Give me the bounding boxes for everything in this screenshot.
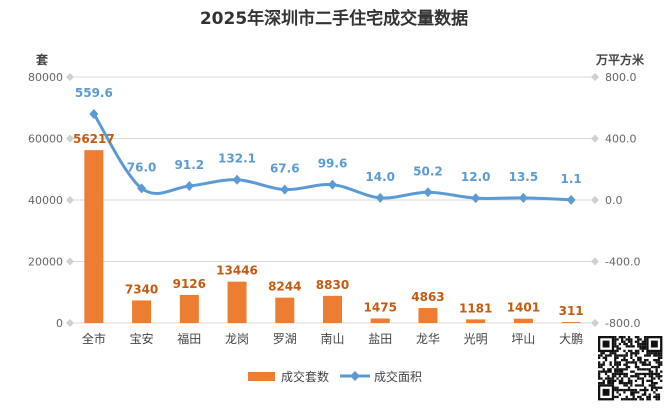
bar-value-label: 4863 [411, 290, 444, 304]
line-value-label: 12.0 [461, 170, 491, 184]
bar-value-label: 1181 [459, 301, 492, 315]
left-tick-marker [66, 257, 74, 266]
category-label: 盐田 [368, 332, 392, 346]
line-value-label: 67.6 [270, 162, 300, 176]
line-marker [137, 183, 147, 194]
category-label: 罗湖 [273, 331, 297, 346]
legend-line-marker [350, 371, 360, 381]
right-tick-label: 0.0 [605, 194, 623, 207]
left-axis-label: 套 [35, 52, 49, 67]
bar-value-label: 13446 [216, 264, 258, 278]
left-tick-label: 0 [56, 317, 63, 330]
legend-bar-label: 成交套数 [281, 369, 329, 384]
right-tick-marker [591, 73, 599, 81]
right-tick-marker [591, 196, 599, 204]
left-tick-marker [66, 134, 74, 143]
bar [466, 319, 486, 323]
left-tick-label: 80000 [28, 71, 63, 84]
bar [84, 150, 104, 323]
bar [513, 318, 533, 323]
line-value-label: 99.6 [318, 157, 348, 171]
line-marker [518, 192, 528, 203]
bar [227, 281, 247, 323]
line-marker [423, 187, 433, 198]
category-label: 龙岗 [225, 332, 249, 346]
left-tick-marker [66, 73, 74, 81]
line-marker [566, 194, 576, 205]
right-tick-label: -800.0 [605, 317, 640, 330]
line-value-label: 13.5 [509, 170, 539, 184]
left-tick-label: 40000 [28, 194, 63, 207]
line-marker [375, 192, 385, 203]
legend-bar-swatch [248, 372, 275, 381]
left-tick-marker [66, 319, 74, 327]
line-marker [232, 174, 242, 185]
bar-value-label: 8244 [268, 280, 301, 294]
bar [561, 322, 581, 323]
left-tick-label: 60000 [28, 133, 63, 146]
category-label: 龙华 [416, 332, 440, 346]
line-value-label: 559.6 [75, 86, 113, 100]
bar [179, 294, 199, 323]
right-tick-label: -400.0 [605, 256, 640, 269]
category-label: 全市 [82, 331, 106, 346]
line-value-label: 91.2 [175, 158, 205, 172]
bar-value-label: 7340 [125, 282, 158, 296]
line-value-label: 14.0 [365, 170, 395, 184]
category-label: 光明 [464, 332, 488, 346]
line-marker [471, 193, 481, 204]
left-tick-label: 20000 [28, 256, 63, 269]
right-tick-label: 800.0 [605, 71, 637, 84]
chart-title: 2025年深圳市二手住宅成交量数据 [200, 8, 468, 29]
right-tick-marker [591, 134, 599, 143]
right-tick-marker [591, 257, 599, 266]
bar [132, 300, 152, 323]
line-value-label: 132.1 [218, 152, 256, 166]
line-value-label: 76.0 [127, 160, 157, 174]
category-label: 南山 [320, 331, 344, 346]
bar [418, 308, 438, 323]
legend-line-label: 成交面积 [374, 369, 422, 384]
line-marker [89, 108, 99, 119]
bar-value-label: 56217 [73, 132, 115, 146]
category-label: 大鹏 [559, 332, 583, 346]
left-tick-marker [66, 196, 74, 204]
line-value-label: 1.1 [561, 172, 582, 186]
category-label: 福田 [177, 331, 201, 346]
line-marker [280, 184, 290, 195]
right-tick-label: 400.0 [605, 133, 637, 146]
bar [323, 295, 342, 323]
line-value-label: 50.2 [413, 164, 443, 178]
bar [370, 318, 390, 323]
right-axis-label: 万平方米 [595, 52, 645, 67]
bar-value-label: 9126 [173, 277, 206, 291]
bar-value-label: 1401 [507, 301, 540, 315]
line-marker [328, 179, 337, 190]
qr-code [598, 335, 663, 401]
line-marker [184, 180, 194, 191]
bar-value-label: 1475 [364, 300, 397, 314]
category-label: 宝安 [130, 331, 154, 346]
bar-value-label: 8830 [316, 278, 349, 292]
right-tick-marker [591, 319, 599, 327]
bar-value-label: 311 [559, 304, 584, 318]
bar [275, 297, 295, 323]
legend: 成交套数 成交面积 [248, 369, 422, 384]
category-label: 坪山 [511, 332, 535, 346]
